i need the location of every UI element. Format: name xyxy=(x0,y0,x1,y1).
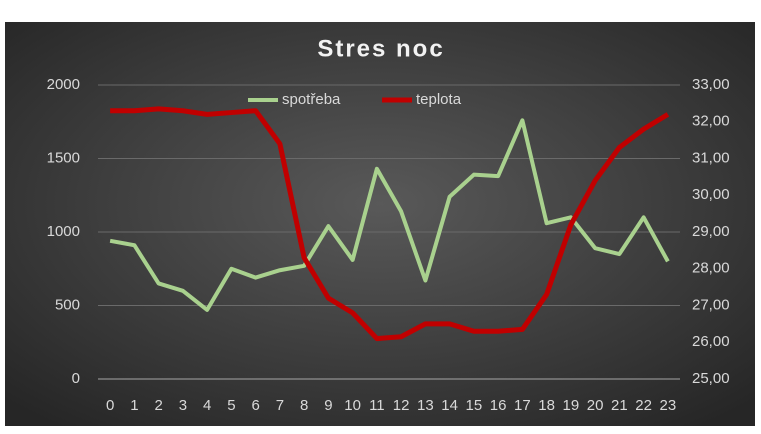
legend-label: teplota xyxy=(416,91,462,108)
legend-label: spotřeba xyxy=(282,91,341,108)
y2-tick-label: 30,00 xyxy=(692,186,730,203)
x-tick-label: 18 xyxy=(538,397,555,414)
y2-tick-label: 31,00 xyxy=(692,149,730,166)
x-tick-label: 7 xyxy=(276,397,284,414)
y2-tick-label: 26,00 xyxy=(692,333,730,350)
x-tick-label: 1 xyxy=(130,397,138,414)
x-tick-label: 2 xyxy=(154,397,162,414)
y2-tick-label: 33,00 xyxy=(692,76,730,93)
x-tick-label: 23 xyxy=(660,397,677,414)
x-tick-label: 12 xyxy=(393,397,410,414)
x-tick-label: 15 xyxy=(466,397,483,414)
y2-tick-label: 32,00 xyxy=(692,113,730,130)
x-tick-label: 9 xyxy=(324,397,332,414)
y2-tick-label: 28,00 xyxy=(692,260,730,277)
y2-tick-label: 25,00 xyxy=(692,370,730,387)
x-tick-label: 11 xyxy=(369,397,385,414)
chart-title: Stres noc xyxy=(317,35,444,62)
x-tick-label: 14 xyxy=(441,397,458,414)
y-tick-label: 1000 xyxy=(47,223,80,240)
y2-tick-label: 29,00 xyxy=(692,223,730,240)
y-tick-label: 2000 xyxy=(47,76,80,93)
y-tick-label: 500 xyxy=(55,296,80,313)
x-tick-label: 3 xyxy=(179,397,187,414)
x-tick-label: 5 xyxy=(227,397,235,414)
x-tick-label: 22 xyxy=(635,397,652,414)
x-tick-label: 16 xyxy=(490,397,507,414)
x-tick-label: 19 xyxy=(563,397,580,414)
line-series xyxy=(110,106,670,342)
x-tick-label: 17 xyxy=(514,397,531,414)
x-tick-label: 13 xyxy=(417,397,434,414)
chart-background xyxy=(5,22,755,426)
x-tick-label: 6 xyxy=(251,397,259,414)
x-tick-label: 0 xyxy=(106,397,114,414)
x-tick-label: 4 xyxy=(203,397,211,414)
x-tick-label: 10 xyxy=(344,397,361,414)
x-tick-label: 8 xyxy=(300,397,308,414)
y-tick-label: 1500 xyxy=(47,149,80,166)
y-tick-label: 0 xyxy=(72,370,80,387)
y2-tick-label: 27,00 xyxy=(692,296,730,313)
x-tick-label: 21 xyxy=(611,397,628,414)
x-tick-label: 20 xyxy=(587,397,604,414)
